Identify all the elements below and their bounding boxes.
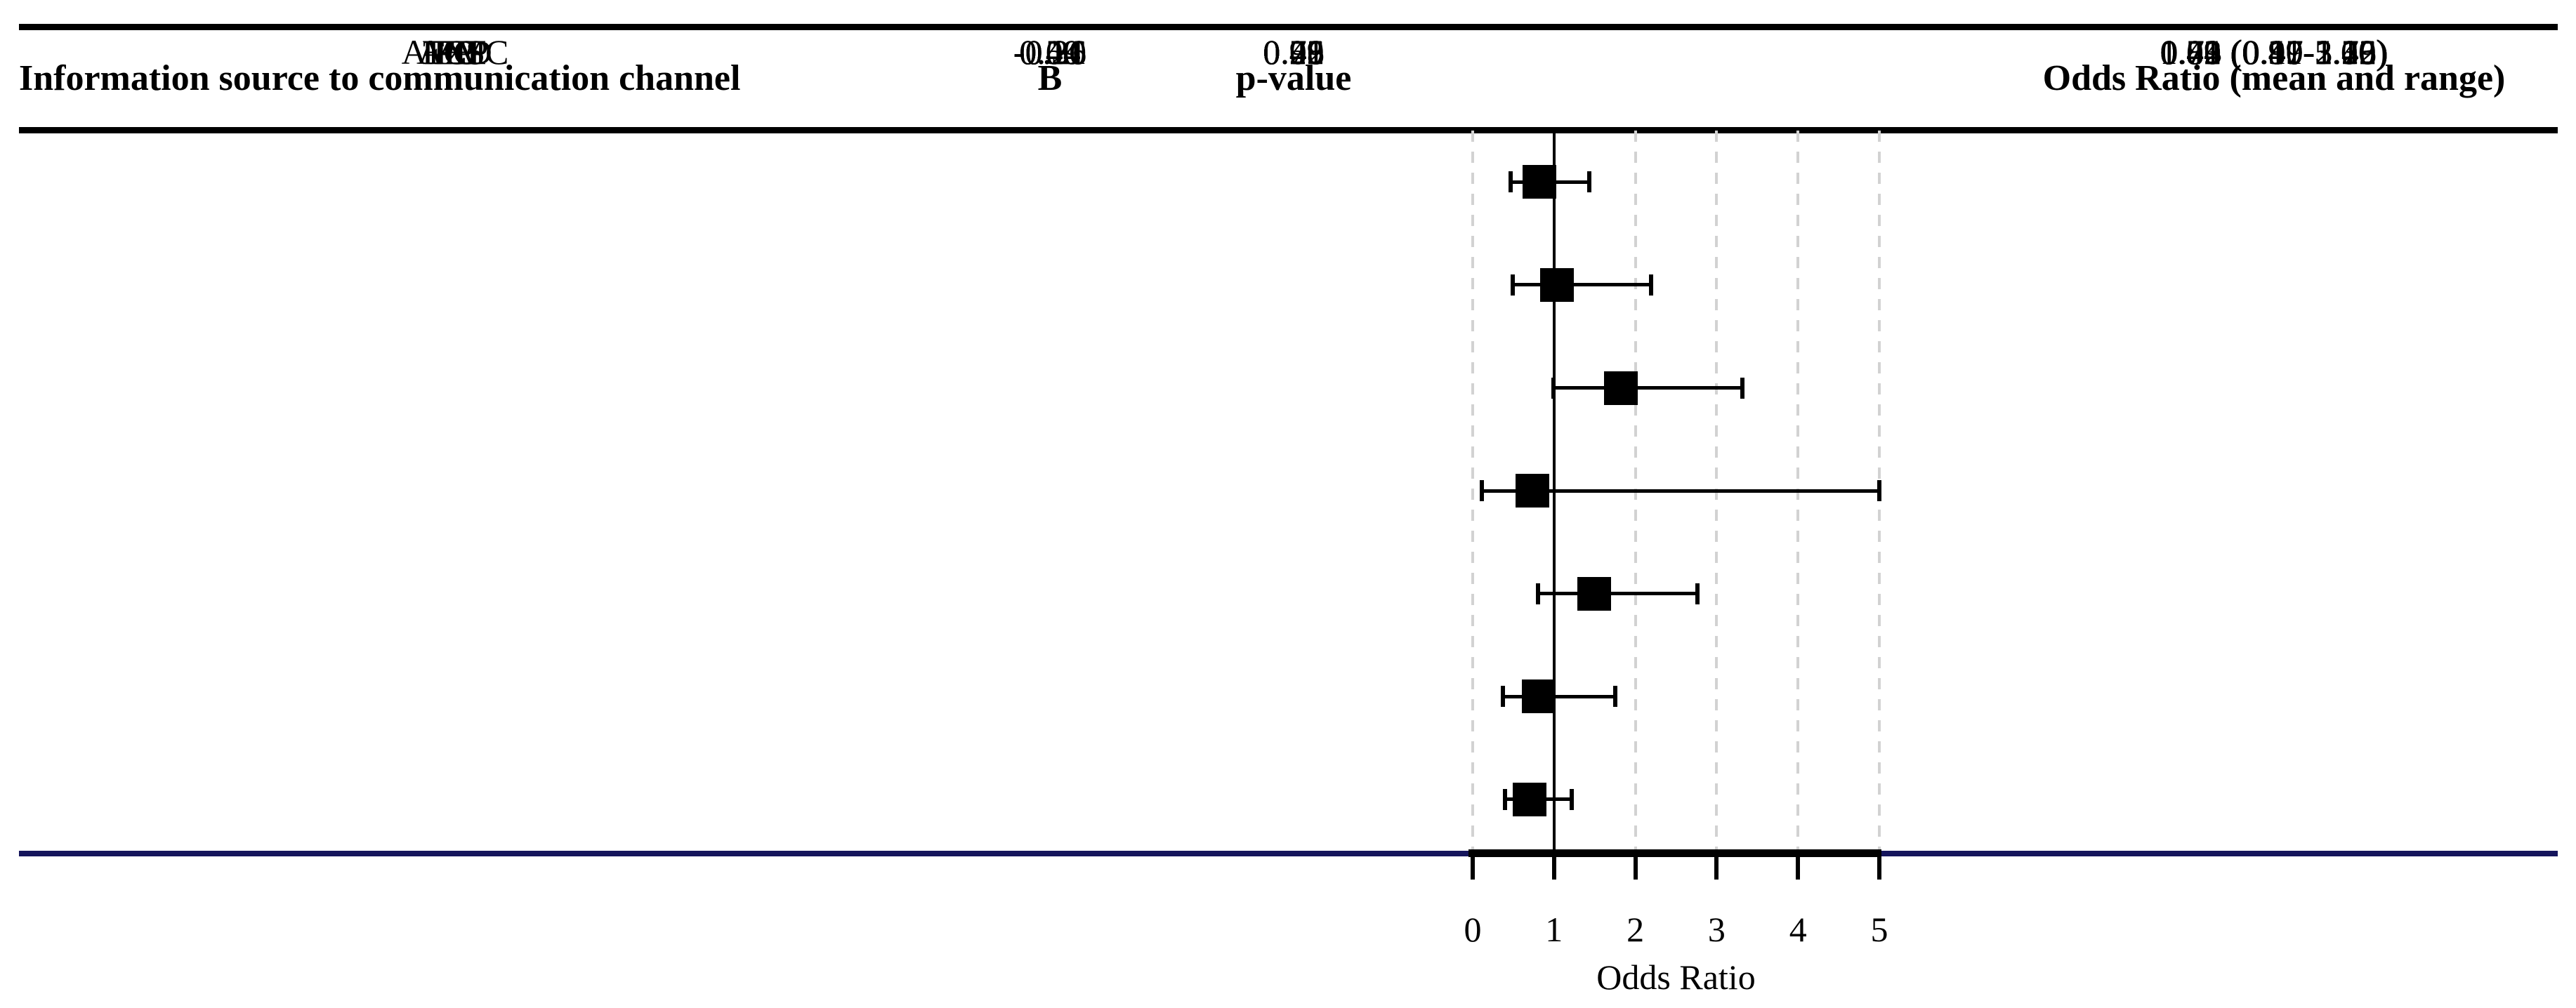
odds-ratio-value: 1.82 (0.99-3.32)	[2160, 32, 2388, 72]
ci-cap-left	[1503, 788, 1508, 810]
ci-cap-right	[1570, 788, 1575, 810]
ci-cap-right	[1586, 171, 1591, 193]
ci-line	[1553, 386, 1743, 390]
b-value: 0.40	[1019, 32, 1081, 72]
x-tick	[1633, 851, 1638, 880]
column-header-p-value: p-value	[1235, 58, 1352, 98]
x-tick-label: 4	[1789, 910, 1807, 949]
ci-cap-right	[1877, 480, 1881, 502]
p-value: 0.06	[1263, 32, 1325, 72]
header-rule	[19, 127, 2558, 133]
bottom-rule	[19, 851, 2558, 856]
ci-cap-left	[1551, 377, 1556, 399]
table-row: ACD -0.20 0.48 0.82 (0.47-1.43)	[0, 0, 2576, 103]
p-value: 0.92	[1263, 32, 1325, 72]
p-value: 0.21	[1263, 32, 1325, 72]
odds-ratio-value: 0.82 (0.47-1.43)	[2160, 32, 2388, 72]
reference-line	[1552, 131, 1556, 880]
row-label: ACD	[418, 32, 492, 72]
column-header-odds-ratio: Odds Ratio (mean and range)	[2042, 58, 2506, 98]
x-tick	[1471, 851, 1475, 880]
p-value: 0.21	[1263, 32, 1325, 72]
column-header-b: B	[1037, 58, 1063, 98]
p-value: 0.75	[1263, 32, 1325, 72]
ci-line	[1537, 592, 1697, 596]
odds-ratio-marker	[1521, 679, 1556, 714]
row-label: FP	[435, 32, 475, 72]
ci-line	[1502, 694, 1615, 698]
ci-line	[1481, 489, 1879, 493]
odds-ratio-value: 0.81 (0.37-1.75)	[2160, 32, 2388, 72]
top-rule	[19, 24, 2558, 30]
x-tick	[1877, 851, 1881, 880]
odds-ratio-marker	[1603, 371, 1638, 405]
odds-ratio-value: 0.70 (0.40-1.22)	[2160, 32, 2388, 72]
odds-ratio-marker	[1522, 165, 1556, 199]
odds-ratio-value: 1.04 (0.49-2.19)	[2160, 32, 2388, 72]
b-value: -0.21	[1013, 32, 1087, 72]
b-value: -0.36	[1013, 32, 1087, 72]
x-tick	[1796, 851, 1801, 880]
row-label: EXP	[421, 32, 489, 72]
table-row: PE -0.36 0.21 0.70 (0.40-1.22)	[0, 0, 2576, 103]
ci-line	[1512, 283, 1651, 287]
odds-ratio-value: 1.49 (0.80-2.76)	[2160, 32, 2388, 72]
ci-cap-left	[1479, 480, 1484, 502]
table-row: MM -0.21 0.59 0.81 (0.37-1.75)	[0, 0, 2576, 103]
ci-cap-left	[1535, 583, 1540, 604]
row-label: ATESC	[401, 32, 509, 72]
x-axis-line	[1468, 849, 1881, 857]
column-header-source: Information source to communication chan…	[19, 58, 741, 98]
b-value: 0.04	[1019, 32, 1081, 72]
table-row: ATESC 0.04 0.92 1.04 (0.49-2.19)	[0, 0, 2576, 103]
x-tick-label: 2	[1627, 910, 1645, 949]
p-value: 0.59	[1263, 32, 1325, 72]
ci-cap-right	[1695, 583, 1700, 604]
ci-cap-right	[1612, 686, 1617, 708]
ci-cap-left	[1500, 686, 1505, 708]
row-label: FC	[433, 32, 477, 72]
table-row: FC -0.31 0.75 0.73 (0.11-5.00)	[0, 0, 2576, 103]
b-value: 0.59	[1019, 32, 1081, 72]
dashed-gridline	[1471, 131, 1474, 851]
x-tick-label: 5	[1870, 910, 1888, 949]
ci-cap-right	[1648, 274, 1653, 296]
table-row: EXP 0.59 0.06 1.82 (0.99-3.32)	[0, 0, 2576, 103]
x-tick	[1714, 851, 1719, 880]
x-tick-label: 0	[1464, 910, 1482, 949]
odds-ratio-value: 0.73 (0.11-5.00)	[2160, 32, 2388, 72]
table-row: FP 0.40 0.21 1.49 (0.80-2.76)	[0, 0, 2576, 103]
b-value: -0.20	[1013, 32, 1087, 72]
odds-ratio-marker	[1515, 474, 1549, 508]
x-tick-label: 3	[1707, 910, 1726, 949]
x-tick	[1551, 851, 1556, 880]
ci-cap-right	[1740, 377, 1745, 399]
b-value: -0.31	[1013, 32, 1087, 72]
x-axis-title: Odds Ratio	[1596, 957, 1756, 997]
odds-ratio-marker	[1540, 267, 1575, 302]
x-tick-label: 1	[1545, 910, 1563, 949]
ci-cap-left	[1510, 274, 1515, 296]
row-label: PE	[434, 32, 476, 72]
ci-cap-left	[1509, 171, 1513, 193]
odds-ratio-marker	[1513, 782, 1547, 816]
p-value: 0.48	[1263, 32, 1325, 72]
odds-ratio-marker	[1577, 576, 1611, 611]
row-label: MM	[423, 32, 487, 72]
